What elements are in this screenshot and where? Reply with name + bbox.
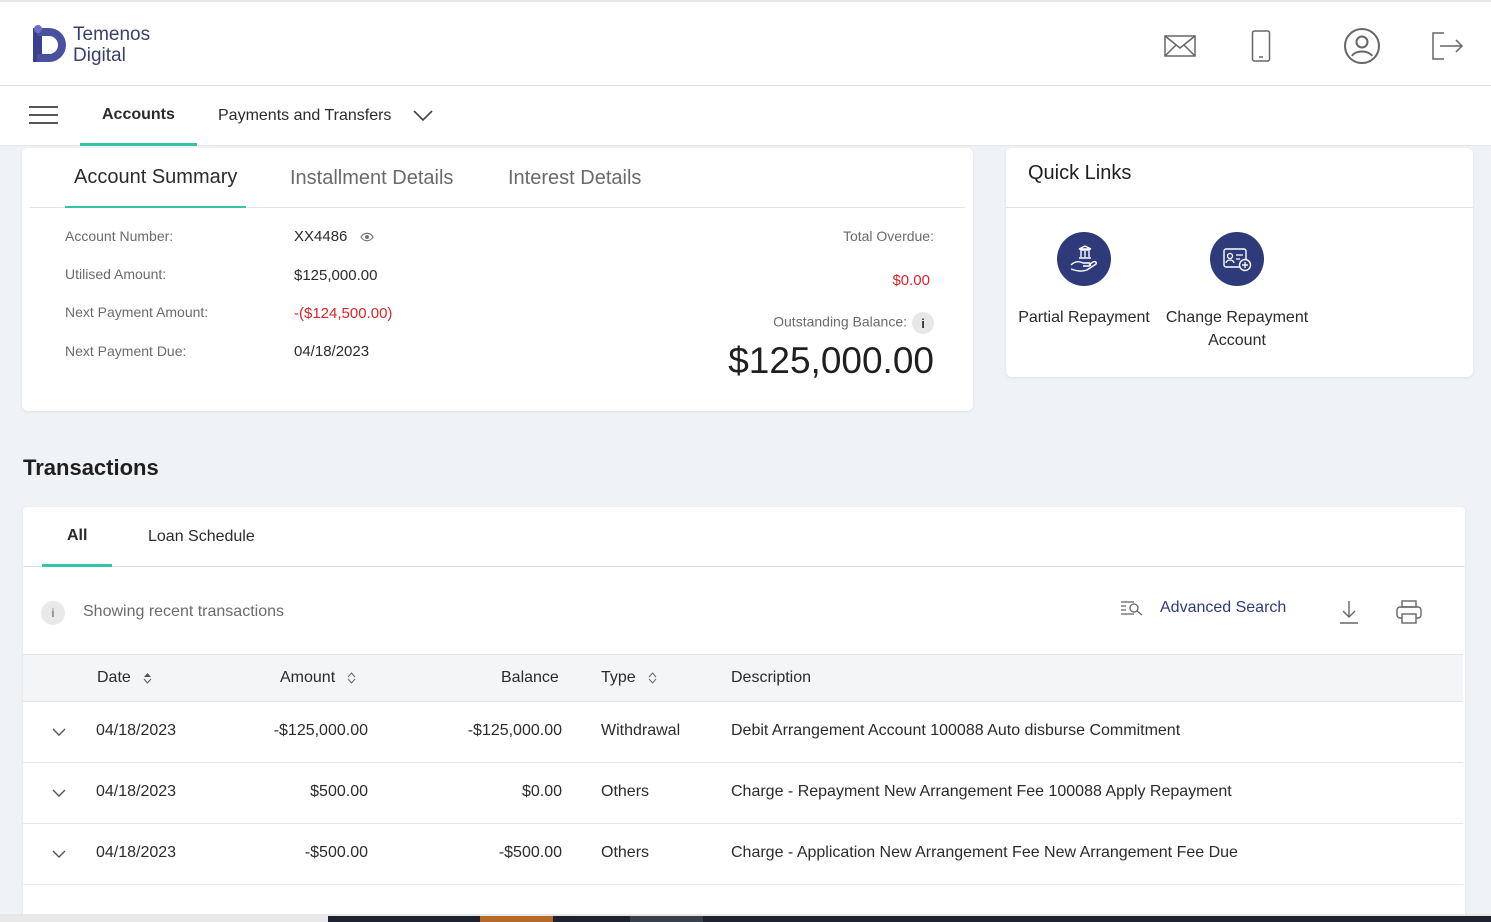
- outstanding-balance-value: $125,000.00: [728, 340, 934, 381]
- tab-interest-details[interactable]: Interest Details: [508, 166, 642, 189]
- logo-mark-icon: [33, 24, 69, 66]
- info-icon: i: [41, 601, 65, 625]
- next-payment-due-label: Next Payment Due:: [65, 343, 187, 359]
- utilised-amount-value: $125,000.00: [294, 267, 378, 284]
- partial-repayment-link[interactable]: Partial Repayment: [1006, 232, 1162, 329]
- hand-bank-icon: [1057, 232, 1111, 286]
- app-header: Temenos Digital: [0, 0, 1491, 86]
- cell-description: Charge - Application New Arrangement Fee…: [731, 844, 1238, 861]
- cell-date: 04/18/2023: [96, 722, 177, 739]
- chevron-down-icon[interactable]: [51, 846, 67, 862]
- column-date-label: Date: [97, 669, 131, 686]
- table-row[interactable]: 04/18/2023 $500.00 $0.00 Others Charge -…: [23, 763, 1463, 824]
- profile-icon[interactable]: [1342, 26, 1382, 66]
- sort-icon[interactable]: [347, 672, 356, 684]
- table-row[interactable]: 04/18/2023 -$125,000.00 -$125,000.00 Wit…: [23, 702, 1463, 763]
- quick-links-title: Quick Links: [1028, 162, 1132, 184]
- showing-recent-text: Showing recent transactions: [83, 603, 284, 620]
- account-number-label: Account Number:: [65, 228, 174, 244]
- change-repayment-account-label: Change Repayment Account: [1165, 309, 1309, 349]
- cell-type: Others: [601, 783, 650, 800]
- info-icon[interactable]: i: [912, 312, 934, 334]
- partial-repayment-label: Partial Repayment: [1018, 309, 1150, 326]
- outstanding-balance-text: Outstanding Balance:: [773, 313, 907, 330]
- column-amount[interactable]: Amount: [280, 669, 356, 687]
- column-type[interactable]: Type: [601, 669, 657, 687]
- next-payment-amount-value: -($124,500.00): [294, 305, 393, 322]
- account-summary-card: Account Summary Installment Details Inte…: [22, 148, 973, 411]
- tab-installment-details[interactable]: Installment Details: [290, 166, 454, 189]
- print-icon[interactable]: [1394, 597, 1424, 627]
- column-amount-label: Amount: [280, 669, 336, 686]
- sort-icon[interactable]: [648, 672, 657, 684]
- transactions-table-header: Date Amount Balance Type Description: [23, 654, 1463, 702]
- main-nav: Accounts Payments and Transfers: [0, 86, 1491, 146]
- advanced-search-icon: [1121, 601, 1143, 616]
- total-overdue-label: Total Overdue:: [842, 228, 934, 244]
- column-date[interactable]: Date: [97, 669, 152, 687]
- tab-all[interactable]: All: [42, 507, 113, 567]
- cell-amount: $500.00: [310, 783, 368, 800]
- cell-description: Debit Arrangement Account 100088 Auto di…: [731, 722, 1181, 739]
- total-overdue-value: $0.00: [892, 272, 930, 289]
- column-description: Description: [731, 669, 812, 686]
- cell-type: Withdrawal: [601, 722, 681, 739]
- column-type-label: Type: [601, 669, 636, 686]
- cell-date: 04/18/2023: [96, 783, 177, 800]
- column-balance: Balance: [501, 669, 559, 686]
- next-payment-amount-label: Next Payment Amount:: [65, 304, 209, 320]
- transactions-card: All Loan Schedule i Showing recent trans…: [23, 507, 1465, 922]
- download-icon[interactable]: [1334, 597, 1364, 627]
- change-repayment-account-link[interactable]: Change Repayment Account: [1159, 232, 1315, 352]
- cell-balance: -$500.00: [498, 844, 562, 861]
- mail-icon[interactable]: [1160, 26, 1200, 66]
- transactions-toolbar: i Showing recent transactions Advanced S…: [23, 567, 1465, 655]
- tab-account-summary[interactable]: Account Summary: [65, 148, 247, 208]
- brand-line-2: Digital: [73, 45, 126, 66]
- account-number-value: XX4486: [294, 228, 374, 245]
- transactions-tabs: All Loan Schedule: [23, 507, 1465, 567]
- cell-amount: -$500.00: [304, 844, 368, 861]
- outstanding-balance-label: Outstanding Balance: i: [773, 312, 934, 334]
- quick-links-card: Quick Links Partial Repayment Change Rep…: [1006, 148, 1473, 377]
- cell-balance: -$125,000.00: [467, 722, 562, 739]
- account-number: XX4486: [294, 228, 348, 245]
- summary-tabs: Account Summary Installment Details Inte…: [30, 148, 965, 208]
- nav-tab-payments[interactable]: Payments and Transfers: [218, 86, 433, 146]
- mobile-icon[interactable]: [1241, 26, 1281, 66]
- chevron-down-icon[interactable]: [51, 785, 67, 801]
- tab-loan-schedule[interactable]: Loan Schedule: [148, 528, 255, 545]
- chevron-down-icon: [413, 110, 433, 122]
- advanced-search-button[interactable]: Advanced Search: [1120, 599, 1286, 617]
- cell-type: Others: [601, 844, 650, 861]
- transactions-title: Transactions: [23, 455, 159, 480]
- cell-balance: $0.00: [521, 783, 562, 800]
- hamburger-menu-icon[interactable]: [29, 106, 58, 126]
- divider: [1006, 207, 1473, 208]
- brand-line-1: Temenos: [73, 24, 151, 45]
- eye-icon[interactable]: [359, 232, 374, 242]
- chevron-down-icon[interactable]: [51, 724, 67, 740]
- cell-description: Charge - Repayment New Arrangement Fee 1…: [731, 783, 1232, 800]
- next-payment-due-value: 04/18/2023: [294, 343, 370, 360]
- utilised-amount-label: Utilised Amount:: [65, 266, 167, 282]
- cell-date: 04/18/2023: [96, 844, 177, 861]
- advanced-search-label: Advanced Search: [1160, 599, 1287, 616]
- taskbar-strip: [0, 914, 1491, 922]
- account-card-icon: [1210, 232, 1264, 286]
- table-row[interactable]: 04/18/2023 -$500.00 -$500.00 Others Char…: [23, 824, 1463, 885]
- brand-logo[interactable]: Temenos Digital: [33, 24, 150, 66]
- nav-tab-payments-label: Payments and Transfers: [218, 107, 392, 124]
- nav-tab-accounts[interactable]: Accounts: [80, 86, 197, 146]
- sort-icon[interactable]: [143, 672, 152, 684]
- cell-amount: -$125,000.00: [273, 722, 368, 739]
- logout-icon[interactable]: [1427, 26, 1467, 66]
